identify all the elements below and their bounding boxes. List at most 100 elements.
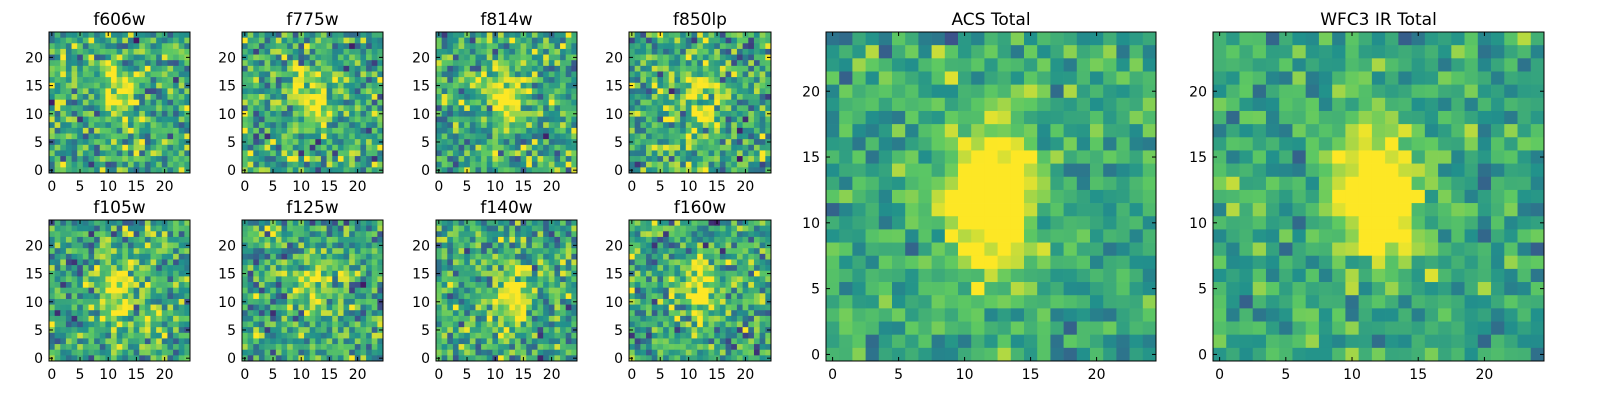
heatmap-cell (366, 338, 373, 345)
heatmap-cell (663, 99, 670, 106)
heatmap-cell (531, 220, 538, 226)
heatmap-cell (116, 338, 123, 345)
heatmap-cell (436, 48, 442, 55)
heatmap-cell (354, 150, 361, 157)
heatmap-cell (725, 116, 732, 123)
heatmap-cell (526, 82, 533, 89)
heatmap-cell (337, 321, 344, 328)
heatmap-cell (94, 293, 101, 300)
heatmap-cell (736, 88, 743, 95)
heatmap-cell (680, 242, 687, 249)
heatmap-cell (498, 105, 505, 112)
heatmap-cell (264, 65, 271, 72)
heatmap-cell (49, 344, 55, 351)
heatmap-cell (326, 276, 333, 283)
heatmap-cell (498, 150, 505, 157)
heatmap-cell (65, 225, 72, 232)
x-tick-label: 0 (240, 179, 249, 195)
heatmap-cell (178, 127, 185, 134)
heatmap-cell (742, 248, 749, 255)
heatmap-cell (719, 88, 726, 95)
heatmap-cell (452, 231, 459, 238)
heatmap-cell (458, 139, 465, 146)
heatmap-cell (173, 88, 180, 95)
heatmap-cell (139, 265, 146, 272)
heatmap-cell (458, 99, 465, 106)
heatmap-cell (765, 236, 772, 243)
heatmap-cell (258, 282, 265, 289)
heatmap-cell (275, 248, 282, 255)
heatmap-cell (514, 60, 521, 67)
heatmap-cell (354, 99, 361, 106)
heatmap-cell (464, 282, 471, 289)
heatmap-cell (447, 139, 454, 146)
heatmap-cell (759, 144, 766, 151)
heatmap-cell (127, 77, 134, 84)
heatmap-cell (554, 116, 561, 123)
heatmap-cell (531, 88, 538, 95)
y-tick-label: 15 (218, 267, 236, 283)
heatmap-cell (377, 253, 384, 260)
heatmap-cell (447, 161, 454, 168)
heatmap-cell (447, 77, 454, 84)
heatmap-cell (486, 231, 493, 238)
heatmap-cell (685, 43, 692, 50)
heatmap-cell (122, 349, 129, 356)
heatmap-cell (247, 298, 254, 305)
heatmap-cell (377, 133, 384, 140)
heatmap-cell (116, 293, 123, 300)
heatmap-cell (337, 304, 344, 311)
heatmap-cell (685, 65, 692, 72)
heatmap-cell (161, 88, 168, 95)
heatmap-cell (436, 225, 442, 232)
heatmap-cell (498, 253, 505, 260)
heatmap-cell (475, 310, 482, 317)
heatmap-cell (178, 144, 185, 151)
heatmap-cell (702, 82, 709, 89)
x-tick-label: 20 (349, 179, 367, 195)
heatmap-cell (640, 77, 647, 84)
heatmap-cell (725, 99, 732, 106)
heatmap-cell (765, 293, 772, 300)
heatmap-cell (486, 88, 493, 95)
heatmap-cell (680, 48, 687, 55)
heatmap-cell (492, 71, 499, 78)
heatmap-cell (543, 298, 550, 305)
heatmap-cell (71, 225, 78, 232)
y-tick-label: 0 (421, 163, 430, 179)
heatmap-cell (691, 110, 698, 117)
heatmap-cell (708, 127, 715, 134)
heatmap-cell (520, 150, 527, 157)
heatmap-cell (144, 253, 151, 260)
heatmap-cell (646, 236, 653, 243)
heatmap-cell (111, 282, 118, 289)
heatmap-cell (486, 110, 493, 117)
heatmap-cell (714, 54, 721, 61)
heatmap-cell (242, 248, 248, 255)
heatmap-cell (708, 60, 715, 67)
heatmap-cell (258, 116, 265, 123)
heatmap-cell (320, 110, 327, 117)
heatmap-cell (320, 338, 327, 345)
heatmap-cell (481, 270, 488, 277)
heatmap-cell (464, 88, 471, 95)
heatmap-cell (377, 332, 384, 339)
heatmap-cell (304, 110, 311, 117)
heatmap-cell (697, 150, 704, 157)
heatmap-cell (77, 122, 84, 129)
heatmap-cell (531, 270, 538, 277)
heatmap-cell (315, 327, 322, 334)
heatmap-cell (447, 293, 454, 300)
heatmap-cell (71, 338, 78, 345)
heatmap-cell (247, 71, 254, 78)
heatmap-cell (360, 265, 367, 272)
heatmap-cell (360, 77, 367, 84)
y-tick-label: 15 (25, 267, 43, 283)
heatmap-cell (366, 65, 373, 72)
heatmap-cell (498, 161, 505, 168)
heatmap-cell (71, 304, 78, 311)
heatmap-cell (447, 304, 454, 311)
x-tick-label: 15 (128, 179, 146, 195)
heatmap-cell (366, 259, 373, 266)
heatmap-cell (651, 94, 658, 101)
